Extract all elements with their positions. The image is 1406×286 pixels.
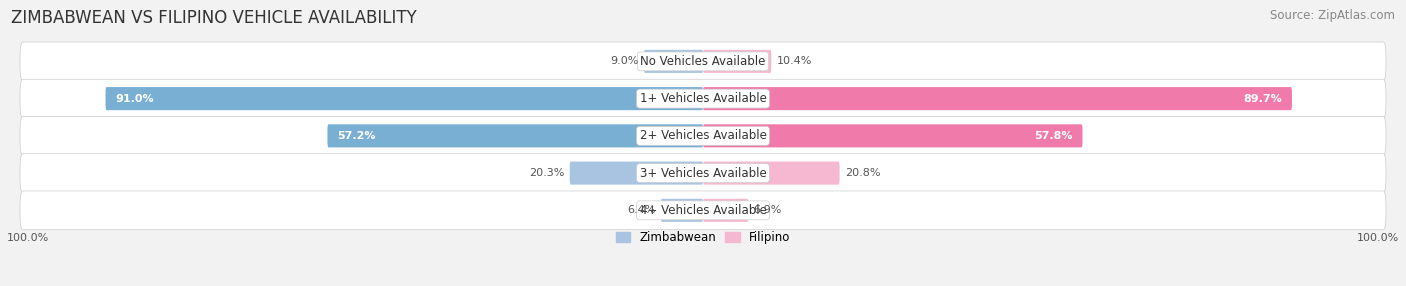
FancyBboxPatch shape [569,162,703,185]
FancyBboxPatch shape [20,191,1386,230]
FancyBboxPatch shape [703,87,1292,110]
FancyBboxPatch shape [20,154,1386,192]
FancyBboxPatch shape [20,116,1386,155]
FancyBboxPatch shape [703,50,772,73]
FancyBboxPatch shape [703,162,839,185]
Text: 4+ Vehicles Available: 4+ Vehicles Available [640,204,766,217]
FancyBboxPatch shape [105,87,703,110]
Text: 6.9%: 6.9% [754,205,782,215]
Text: 20.8%: 20.8% [845,168,880,178]
Text: 100.0%: 100.0% [1357,233,1399,243]
Text: 2+ Vehicles Available: 2+ Vehicles Available [640,129,766,142]
FancyBboxPatch shape [20,42,1386,81]
Text: 57.2%: 57.2% [337,131,375,141]
FancyBboxPatch shape [328,124,703,147]
FancyBboxPatch shape [703,124,1083,147]
Text: 9.0%: 9.0% [610,56,638,66]
FancyBboxPatch shape [644,50,703,73]
Text: 3+ Vehicles Available: 3+ Vehicles Available [640,166,766,180]
Text: 20.3%: 20.3% [529,168,564,178]
Text: Source: ZipAtlas.com: Source: ZipAtlas.com [1270,9,1395,21]
Text: 100.0%: 100.0% [7,233,49,243]
Text: 6.4%: 6.4% [627,205,655,215]
Text: 10.4%: 10.4% [776,56,811,66]
FancyBboxPatch shape [661,199,703,222]
Text: 1+ Vehicles Available: 1+ Vehicles Available [640,92,766,105]
Text: 57.8%: 57.8% [1035,131,1073,141]
FancyBboxPatch shape [703,199,748,222]
Text: 89.7%: 89.7% [1243,94,1282,104]
Text: ZIMBABWEAN VS FILIPINO VEHICLE AVAILABILITY: ZIMBABWEAN VS FILIPINO VEHICLE AVAILABIL… [11,9,418,27]
Legend: Zimbabwean, Filipino: Zimbabwean, Filipino [616,231,790,245]
FancyBboxPatch shape [20,79,1386,118]
Text: No Vehicles Available: No Vehicles Available [640,55,766,68]
Text: 91.0%: 91.0% [115,94,155,104]
